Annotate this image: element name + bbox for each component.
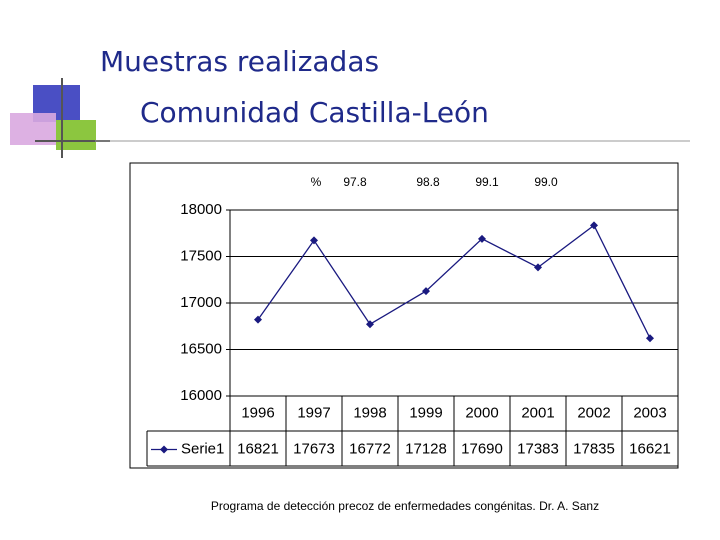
data-point <box>646 334 654 343</box>
x-tick-label: 2001 <box>521 404 554 421</box>
legend-label: Serie1 <box>181 440 224 457</box>
table-value: 16821 <box>237 440 279 457</box>
table-value: 16621 <box>629 440 671 457</box>
chart-frame <box>129 162 679 469</box>
annotation: 99.1 <box>475 175 499 189</box>
data-point <box>590 221 598 230</box>
data-point <box>478 234 486 243</box>
data-point <box>422 287 430 296</box>
annotation: 98.8 <box>416 175 440 189</box>
deco-square <box>10 113 56 145</box>
footer: Programa de detección precoz de enfermed… <box>211 499 599 513</box>
data-point <box>254 315 262 324</box>
title: Muestras realizadas <box>100 45 379 78</box>
x-tick-label: 1999 <box>409 404 442 421</box>
data-point <box>534 263 542 272</box>
y-tick-label: 17500 <box>180 247 222 264</box>
annotation: 97.8 <box>343 175 367 189</box>
table-value: 17383 <box>517 440 559 457</box>
series-line <box>257 224 651 339</box>
subtitle: Comunidad Castilla-León <box>140 96 489 129</box>
x-tick-label: 2002 <box>577 404 610 421</box>
x-tick-label: 1997 <box>297 404 330 421</box>
annotation: 99.0 <box>534 175 558 189</box>
table-value: 16772 <box>349 440 391 457</box>
table-value: 17673 <box>293 440 335 457</box>
x-tick-label: 2003 <box>633 404 666 421</box>
y-tick-label: 18000 <box>180 201 222 218</box>
legend-marker <box>160 445 168 454</box>
table-value: 17128 <box>405 440 447 457</box>
y-tick-label: 16500 <box>180 340 222 357</box>
x-tick-label: 1998 <box>353 404 386 421</box>
data-point <box>310 236 318 245</box>
x-tick-label: 2000 <box>465 404 498 421</box>
y-tick-label: 16000 <box>180 387 222 404</box>
table-value: 17835 <box>573 440 615 457</box>
annotation: % <box>311 175 322 189</box>
table-value: 17690 <box>461 440 503 457</box>
data-point <box>366 320 374 329</box>
x-tick-label: 1996 <box>241 404 274 421</box>
y-tick-label: 17000 <box>180 294 222 311</box>
